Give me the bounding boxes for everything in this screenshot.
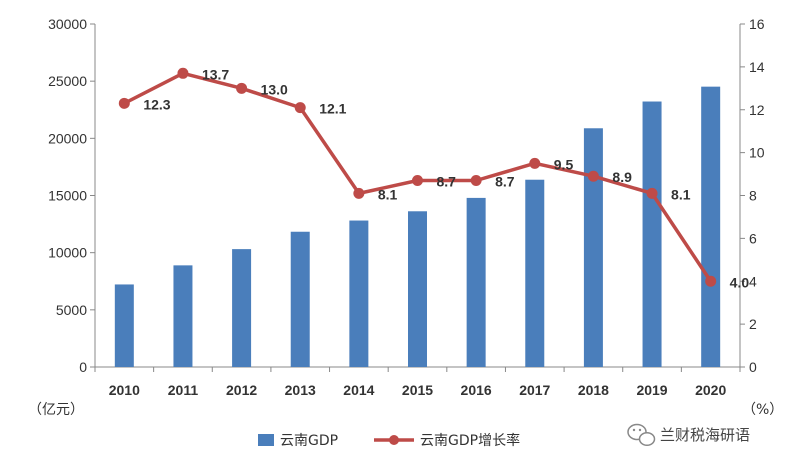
point-2010 [118,97,130,109]
x-tick-label: 2018 [578,382,609,398]
data-label-2014: 8.1 [378,186,398,202]
bar-2017 [525,179,545,367]
left-tick-label: 0 [79,359,87,375]
point-2017 [529,157,541,169]
right-tick-label: 10 [749,145,765,161]
legend-bar-swatch [258,434,274,446]
left-axis-unit: （亿元） [28,402,84,418]
right-tick-label: 0 [749,359,757,375]
bar-2011 [173,265,193,367]
left-tick-label: 10000 [48,245,87,261]
watermark-text: 兰财税海研语 [660,426,750,444]
x-tick-label: 2012 [226,382,257,398]
axes: 0500010000150002000025000300000246810121… [48,16,765,398]
point-2014 [353,187,365,199]
right-tick-label: 14 [749,59,765,75]
legend-line-label: 云南GDP增长率 [420,432,520,449]
point-2015 [412,174,423,186]
right-tick-label: 4 [749,273,757,289]
bar-2014 [349,220,369,367]
bar-2019 [642,101,662,367]
x-tick-label: 2011 [168,382,199,398]
x-tick-label: 2020 [695,382,726,398]
watermark: 兰财税海研语 [627,423,750,447]
data-label-2012: 13.0 [261,81,288,97]
bar-2018 [583,128,603,367]
legend-bar-label: 云南GDP [280,433,338,449]
x-tick-label: 2015 [402,382,433,398]
line-series [118,67,717,287]
data-label-2019: 8.1 [671,186,691,202]
legend-line-marker [389,435,399,445]
x-tick-label: 2010 [109,382,140,398]
data-label-2010: 12.3 [143,96,170,112]
bar-2010 [114,284,134,367]
point-2018 [587,170,599,182]
bar-series [114,86,721,367]
right-tick-label: 2 [749,316,757,332]
x-tick-label: 2019 [636,382,667,398]
x-tick-label: 2016 [461,382,492,398]
wechat-icon [627,423,656,447]
bar-2013 [290,231,310,367]
data-labels: 12.3 13.7 13.0 12.1 8.1 8.7 8.7 9.5 8.9 8.1 4.0 [143,66,749,290]
x-tick-label: 2014 [343,382,374,398]
right-tick-label: 8 [749,188,757,204]
data-label-2016: 8.7 [495,173,515,189]
data-label-2015: 8.7 [437,173,457,189]
legend: 云南GDP 云南GDP增长率 [258,432,520,449]
point-2020 [705,275,717,287]
right-tick-label: 6 [749,230,757,246]
left-tick-label: 5000 [56,302,87,318]
left-tick-label: 15000 [48,188,87,204]
data-label-2017: 9.5 [554,156,574,172]
bar-2015 [408,211,427,367]
bar-2012 [232,249,252,367]
point-2016 [470,174,482,186]
data-label-2011: 13.7 [202,66,229,82]
data-label-2020: 4.0 [730,274,750,290]
bar-2016 [466,197,486,367]
data-label-2018: 8.9 [612,169,632,185]
data-label-2013: 12.1 [319,101,346,117]
point-2019 [646,187,658,199]
point-2012 [236,82,248,94]
left-tick-label: 20000 [48,130,87,146]
x-tick-label: 2017 [519,382,550,398]
right-tick-label: 16 [749,16,765,32]
point-2013 [294,102,306,114]
bar-2020 [701,86,721,367]
left-tick-label: 25000 [48,73,87,89]
x-tick-label: 2013 [285,382,316,398]
point-2011 [177,67,189,79]
left-tick-label: 30000 [48,16,87,32]
right-axis-unit: （%） [742,402,783,418]
right-tick-label: 12 [749,102,765,118]
